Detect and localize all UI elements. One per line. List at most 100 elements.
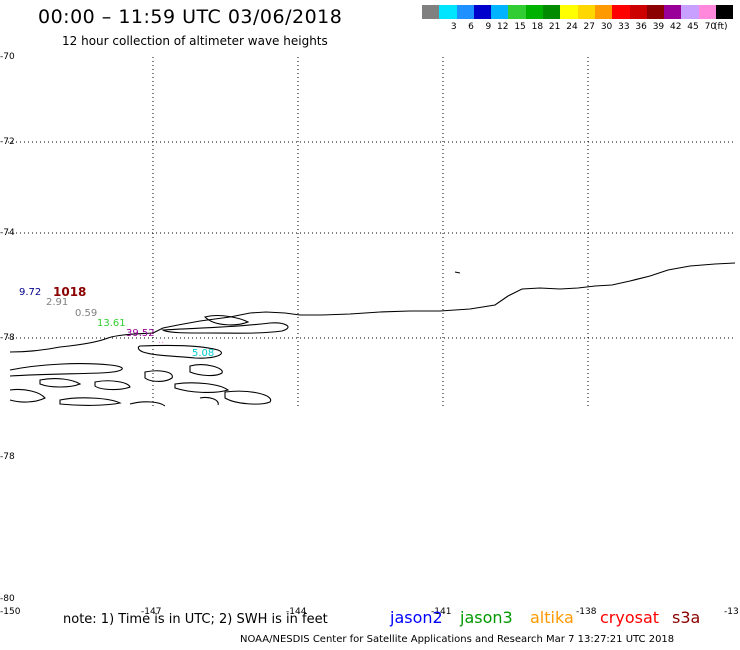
scale-label: 18 [531,22,544,32]
scale-bin: 70 [698,5,717,32]
wave-height-value: 39.52 [126,328,155,339]
scale-bin: 24 [560,5,578,32]
lon-label: -150 [0,607,21,617]
coastline-island-6 [39,378,82,388]
coastline-inlet-2 [9,388,46,403]
scale-swatch [508,5,526,19]
lat-label: -80 [0,594,15,604]
graticule [8,57,735,407]
scale-bin: 39 [646,5,665,32]
lon-label: -138 [576,607,597,617]
coastline-island-1 [203,314,250,326]
satellite-legend-altika: altika [530,608,574,627]
coastline-inlet-1 [9,363,123,377]
coastline-shelf [152,262,736,334]
scale-label: 42 [670,22,682,32]
coastline-island-3 [137,344,222,359]
scale-label: 21 [548,22,561,32]
scale-swatch [646,5,665,19]
scale-swatch [560,5,578,19]
scale-label: 15 [514,22,526,32]
scale-swatch [473,5,492,19]
scale-bin: 18 [525,5,544,32]
coastline-speck [454,271,461,274]
coastline-fragment-2 [199,396,219,406]
scale-swatch [543,5,561,19]
map-title: 00:00 – 11:59 UTC 03/06/2018 [38,6,343,28]
scale-label: 6 [468,22,474,32]
wave-height-color-scale: 3 6 9 12 15 18 21 24 27 30 33 36 39 42 45 70 [422,5,734,32]
lon-label: -13 [724,607,739,617]
scale-bin: 3 [439,5,457,32]
satellite-legend-jason3: jason3 [460,608,513,627]
coastline-island-4 [144,370,173,382]
wave-height-value: 0.59 [75,308,98,319]
coastline-mainland [9,332,154,353]
satellite-legend-jason2: jason2 [390,608,443,627]
scale-bin [422,5,440,32]
lat-label: -72 [0,137,15,147]
coastline [9,262,736,407]
scale-swatch [422,5,440,19]
coastline-island-5 [189,364,223,377]
scale-bin: 42 [664,5,682,32]
scale-label: 45 [687,22,699,32]
scale-label: 36 [635,22,647,32]
lat-label: -70 [0,52,15,62]
scale-bin: 30 [594,5,613,32]
coastline-island-7 [94,380,131,391]
scale-swatch [664,5,682,19]
scale-swatch [698,5,717,19]
lat-label: -78 [0,452,15,462]
scale-bin: 33 [612,5,630,32]
scale-bin: 9 [473,5,492,32]
scale-label: 27 [583,22,595,32]
scale-swatch [594,5,613,19]
scale-unit-label: (ft) [714,22,728,32]
footer-note: note: 1) Time is in UTC; 2) SWH is in fe… [63,612,328,627]
satellite-legend-cryosat: cryosat [600,608,660,627]
wave-height-value: 13.61 [97,318,126,329]
coastline-island-10 [59,397,122,406]
coastline-island-9 [224,390,272,405]
scale-swatch [716,5,734,19]
scale-bin: 45 [681,5,699,32]
scale-swatch [456,5,474,19]
scale-bin: 12 [491,5,509,32]
scale-label: 70 [704,22,717,32]
map-subtitle: 12 hour collection of altimeter wave hei… [62,34,328,48]
scale-swatch [629,5,647,19]
scale-bin: 6 [456,5,474,32]
scale-bin: 36 [629,5,647,32]
lat-label: -78 [0,333,15,343]
coastline-fragment-1 [129,401,166,407]
scale-label: 24 [566,22,578,32]
wave-height-value: 9.72 [19,287,42,298]
scale-bin: 15 [508,5,526,32]
wave-height-value: .. [158,335,165,346]
scale-swatch [491,5,509,19]
credit-line: NOAA/NESDIS Center for Satellite Applica… [240,634,675,645]
scale-bin: 21 [543,5,561,32]
lon-label: -144 [286,607,307,617]
satellite-legend-s3a: s3a [672,608,701,627]
scale-label: 3 [450,22,457,32]
wave-height-value: 2.91 [46,297,69,308]
lon-label: -141 [431,607,452,617]
scale-label: 9 [485,22,492,32]
scale-label: 33 [618,22,630,32]
scale-swatch [577,5,595,19]
scale-swatch [612,5,630,19]
scale-swatch [681,5,699,19]
wave-height-value: 5.08 [192,348,215,359]
coastline-island-8 [174,382,230,393]
scale-label: 12 [497,22,509,32]
scale-bin [716,5,734,32]
scale-swatch [439,5,457,19]
scale-bin: 27 [577,5,595,32]
scale-label: 39 [652,22,665,32]
coastline-island-2 [161,322,289,334]
lat-label: -74 [0,228,15,238]
